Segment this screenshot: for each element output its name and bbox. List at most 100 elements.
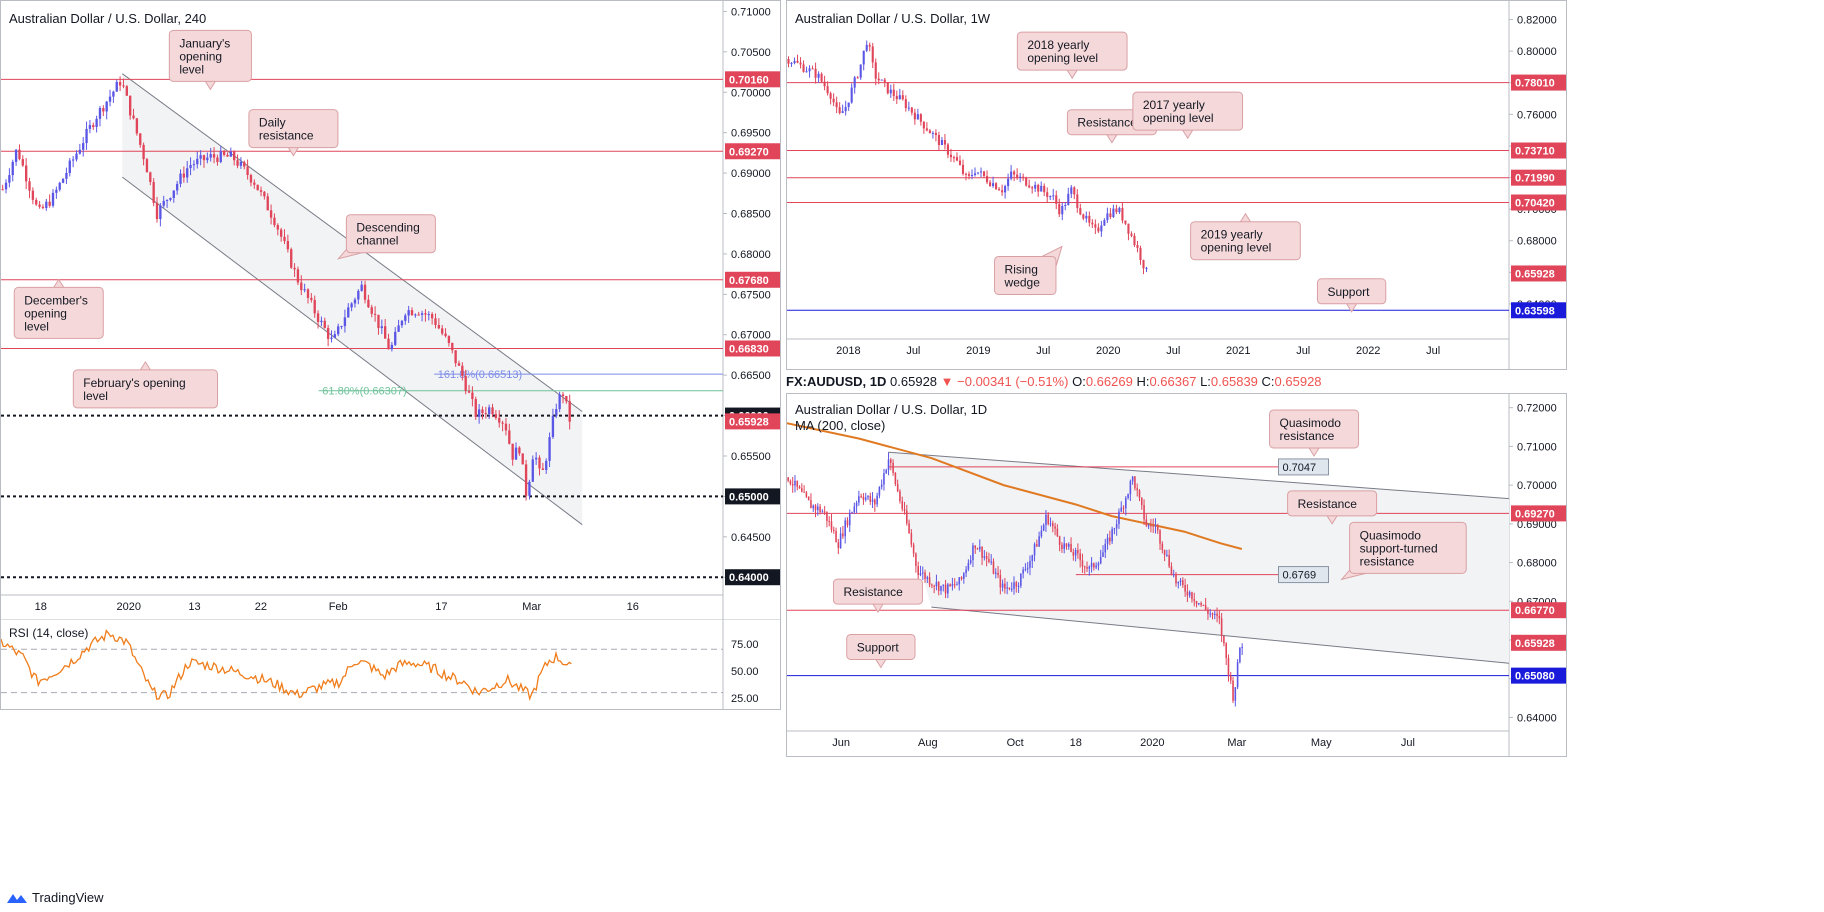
candle-body: [407, 310, 410, 316]
candle-body: [363, 284, 367, 300]
candle-body: [1166, 554, 1168, 556]
candle-body: [1028, 185, 1031, 188]
candle-body: [1104, 543, 1107, 553]
candle-body: [1094, 224, 1097, 228]
candle-body: [454, 350, 457, 364]
candle-body: [498, 417, 501, 423]
candle-body: [853, 506, 856, 513]
candle-body: [1055, 195, 1058, 204]
candle-body: [860, 496, 862, 498]
candle-body: [916, 114, 919, 120]
candle-body: [45, 201, 48, 209]
current-price-badge: [725, 413, 780, 430]
candle-body: [947, 584, 949, 594]
candle-body: [1045, 514, 1047, 525]
candle-body: [169, 198, 172, 200]
candle-body: [357, 290, 360, 300]
candle-body: [1099, 556, 1102, 564]
y-tick-label: 0.66500: [731, 370, 771, 382]
candle-body: [1058, 536, 1061, 545]
level-price-badge: [1511, 74, 1566, 91]
candle-body: [1004, 583, 1006, 589]
candle-body: [1122, 507, 1125, 509]
candle-body: [919, 114, 922, 122]
candle-body: [1006, 587, 1008, 589]
y-tick-label: 0.71000: [731, 6, 771, 18]
candle-body: [826, 511, 828, 521]
callout-pointer: [1308, 447, 1320, 457]
candle-body: [142, 144, 145, 160]
candle-body: [972, 545, 974, 561]
symbol-info-bar: FX:AUDUSD, 1D 0.65928 ▼ −0.00341 (−0.51%…: [786, 374, 1322, 389]
candle-body: [14, 149, 18, 162]
callout-pointer: [204, 81, 216, 91]
candle-body: [910, 533, 913, 545]
daily-chart-panel[interactable]: 0.720000.710000.700000.690000.680000.670…: [786, 393, 1567, 757]
candle-body: [1082, 214, 1085, 219]
weekly-chart-panel[interactable]: 0.820000.800000.780000.760000.740000.720…: [786, 0, 1567, 370]
x-tick-label: 2020: [117, 601, 141, 613]
candle-body: [360, 284, 363, 291]
candle-body: [1038, 536, 1040, 547]
x-tick-label: 2020: [1140, 737, 1164, 749]
level-price-badge: [725, 71, 780, 88]
candle-body: [963, 573, 965, 579]
candle-body: [986, 176, 989, 183]
level-price-badge-text: 0.66830: [729, 343, 769, 355]
annotation-callout-text: level: [179, 62, 204, 76]
tradingview-brand[interactable]: TradingView: [6, 890, 104, 905]
candle-body: [901, 95, 904, 100]
candle-body: [989, 182, 992, 186]
candle-body: [380, 326, 383, 329]
level-price-badge-text: 0.78010: [1515, 78, 1555, 90]
level-price-badge: [1511, 142, 1566, 159]
candle-body: [78, 149, 82, 154]
candle-body: [394, 331, 397, 345]
weekly-price-pane[interactable]: 0.820000.800000.780000.760000.740000.720…: [787, 1, 1567, 370]
y-tick-label: 0.68000: [731, 249, 771, 261]
annotation-callout-text: 2019 yearly: [1201, 228, 1263, 242]
callout-pointer: [1106, 134, 1118, 144]
candle-body: [1008, 587, 1011, 590]
candle-body: [1109, 213, 1112, 218]
h4-price-pane[interactable]: 0.71000 0.70500 0.70000 0.69500 0.69000 0.685…: [1, 1, 781, 619]
candle-body: [887, 459, 890, 470]
candle-body: [1118, 511, 1120, 525]
channel-lower-line: [121, 176, 583, 526]
candle-body: [1026, 567, 1029, 570]
y-tick-label: 0.69000: [1517, 519, 1557, 531]
candle-body: [481, 409, 484, 414]
candle-body: [555, 409, 558, 416]
daily-candles: [787, 452, 1243, 707]
candle-body: [958, 160, 962, 165]
candle-body: [937, 135, 940, 146]
daily-price-pane[interactable]: 0.720000.710000.700000.690000.680000.670…: [787, 394, 1567, 757]
candle-body: [898, 95, 901, 100]
candle-body: [999, 575, 1002, 588]
candle-body: [925, 128, 928, 131]
candle-body: [949, 154, 953, 158]
candle-body: [805, 492, 808, 497]
annotation-callout-text: Rising: [1005, 262, 1038, 276]
tradingview-logo-icon: [7, 893, 27, 903]
candle-body: [985, 556, 988, 560]
candle-body: [967, 174, 971, 176]
candle-body: [951, 584, 954, 587]
callout-pointer: [1326, 515, 1338, 525]
candle-body: [839, 533, 842, 549]
x-tick-label: Jul: [1401, 737, 1415, 749]
current-price-badge-text: 0.65928: [1515, 638, 1555, 650]
h4-chart-panel[interactable]: 0.71000 0.70500 0.70000 0.69500 0.69000 0.685…: [0, 0, 781, 710]
annotation-callout: [248, 109, 339, 149]
candle-body: [940, 140, 943, 146]
candle-body: [367, 299, 370, 308]
h4-rsi-pane[interactable]: 75.00 50.00 25.00 RSI (14, close): [1, 619, 781, 710]
candle-body: [1079, 553, 1081, 561]
candle-body: [303, 289, 306, 291]
annotation-callout-text: Daily: [259, 116, 286, 130]
candle-body: [568, 401, 571, 422]
level-price-badge: [725, 340, 780, 357]
level-price-badge-text: 0.70160: [729, 74, 769, 86]
candle-body: [219, 151, 222, 162]
fib-level-label: 61.80%(0.66307): [322, 386, 406, 398]
